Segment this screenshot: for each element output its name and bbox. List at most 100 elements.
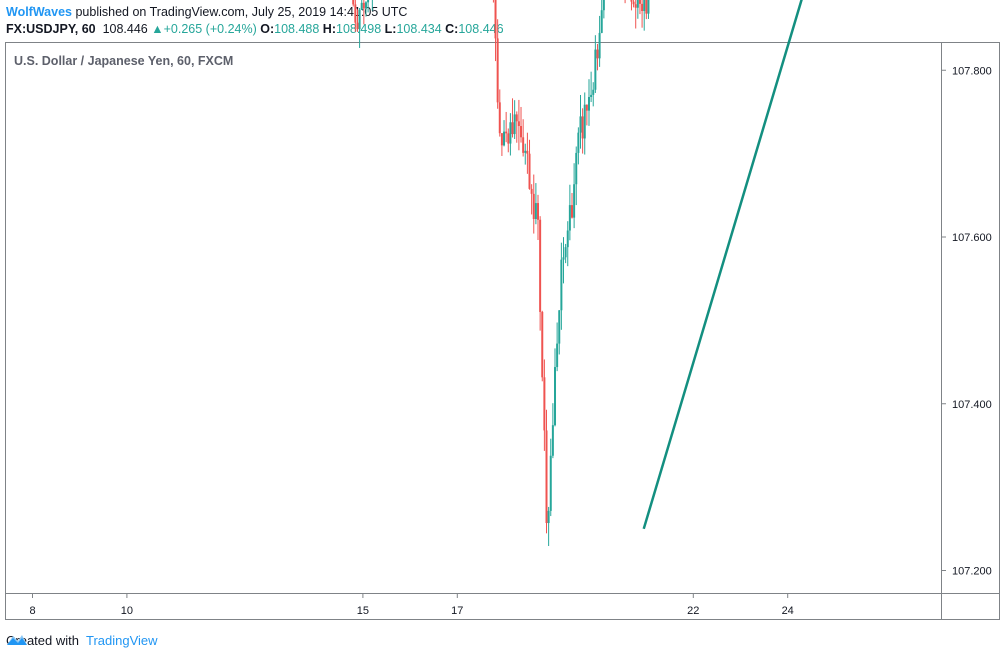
last-price: 108.446: [102, 22, 148, 36]
candle-body: [532, 193, 535, 220]
trendline: [642, 0, 803, 530]
x-tick-label: 17: [451, 605, 463, 617]
symbol-label: FX:USDJPY, 60: [6, 22, 96, 36]
candle-body: [509, 122, 512, 144]
candle-body: [596, 49, 599, 59]
candle-body: [498, 102, 501, 134]
low-label: L:: [384, 22, 397, 36]
candle-body: [354, 4, 357, 23]
candle-body: [581, 116, 584, 139]
symbol-info: FX:USDJPY, 60 108.446 ▲+0.265 (+0.24%) O…: [6, 22, 504, 36]
chart-frame: [5, 42, 1000, 620]
candle-body: [511, 122, 514, 135]
candles-group: [352, 0, 650, 547]
high-value: 108.498: [336, 22, 382, 36]
candle-body: [636, 0, 639, 8]
candle-body: [594, 49, 597, 90]
candle-body: [587, 96, 590, 111]
candle-body: [634, 4, 637, 8]
published-text: published on TradingView.com, July 25, 2…: [75, 5, 408, 19]
candle-body: [583, 104, 586, 139]
candle-body: [600, 10, 603, 33]
candle-body: [556, 343, 559, 368]
x-tick-label: 10: [121, 605, 133, 617]
candle-body: [632, 1, 635, 5]
candle-body: [360, 2, 363, 10]
y-tick-label: 107.800: [952, 65, 992, 77]
open-label: O:: [260, 22, 275, 36]
candle-body: [503, 131, 506, 146]
candle-body: [496, 38, 499, 103]
candle-body: [541, 311, 544, 378]
candle-body: [528, 153, 531, 189]
candle-body: [566, 230, 569, 248]
candle-body: [520, 126, 523, 138]
candle-body: [356, 22, 359, 30]
candle-body: [513, 114, 516, 135]
candle-body: [352, 0, 355, 5]
candle-body: [560, 259, 563, 311]
high-label: H:: [322, 22, 336, 36]
change-value: +0.265 (+0.24%): [163, 22, 257, 36]
open-value: 108.488: [274, 22, 320, 36]
candle-body: [367, 0, 370, 3]
candle-body: [494, 0, 497, 39]
candle-body: [547, 510, 550, 524]
y-tick-label: 107.400: [952, 399, 992, 411]
low-value: 108.434: [396, 22, 442, 36]
candle-body: [358, 9, 361, 30]
candle-body: [590, 94, 593, 97]
candle-body: [539, 219, 542, 312]
candle-body: [630, 0, 633, 2]
x-tick-label: 22: [687, 605, 699, 617]
x-tick-label: 8: [29, 605, 35, 617]
candle-body: [643, 0, 646, 12]
up-triangle-icon: ▲: [151, 22, 164, 36]
candle-body: [573, 184, 576, 218]
candle-body: [562, 257, 565, 260]
x-tick-label: 24: [782, 605, 794, 617]
candle-body: [579, 116, 582, 133]
candle-body: [517, 121, 520, 127]
candle-body: [549, 455, 552, 511]
candle-body: [530, 188, 533, 194]
candle-body: [575, 152, 578, 185]
candle-body: [645, 0, 648, 14]
footer: Created with TradingView: [6, 633, 158, 648]
tradingview-brand[interactable]: TradingView: [85, 633, 158, 648]
chart-title: U.S. Dollar / Japanese Yen, 60, FXCM: [14, 54, 234, 68]
y-tick-label: 107.200: [952, 566, 992, 578]
candle-body: [647, 0, 650, 14]
candle-body: [505, 131, 508, 134]
candle-body: [564, 247, 567, 258]
candle-body: [500, 133, 503, 146]
publish-info: WolfWaves published on TradingView.com, …: [6, 5, 407, 19]
candle-body: [522, 137, 525, 153]
candle-body: [602, 0, 605, 11]
close-value: 108.446: [458, 22, 504, 36]
candle-body: [551, 425, 554, 456]
candle-body: [568, 205, 571, 231]
candle-body: [570, 205, 573, 218]
x-tick-label: 15: [357, 605, 369, 617]
candle-body: [362, 2, 365, 9]
candle-body: [534, 203, 537, 220]
candle-body: [515, 114, 518, 122]
candle-body: [507, 133, 510, 144]
candle-body: [558, 310, 561, 344]
author-name[interactable]: WolfWaves: [6, 5, 72, 19]
candle-body: [524, 150, 527, 153]
y-tick-label: 107.600: [952, 232, 992, 244]
candle-body: [537, 203, 540, 220]
candle-body: [592, 89, 595, 95]
candle-body: [577, 132, 580, 153]
close-label: C:: [445, 22, 459, 36]
candle-body: [364, 2, 367, 9]
candle-body: [598, 32, 601, 59]
candle-body: [585, 104, 588, 111]
candle-body: [641, 3, 644, 12]
candle-body: [554, 367, 557, 426]
candle-body: [545, 430, 548, 524]
candle-body: [526, 150, 529, 154]
